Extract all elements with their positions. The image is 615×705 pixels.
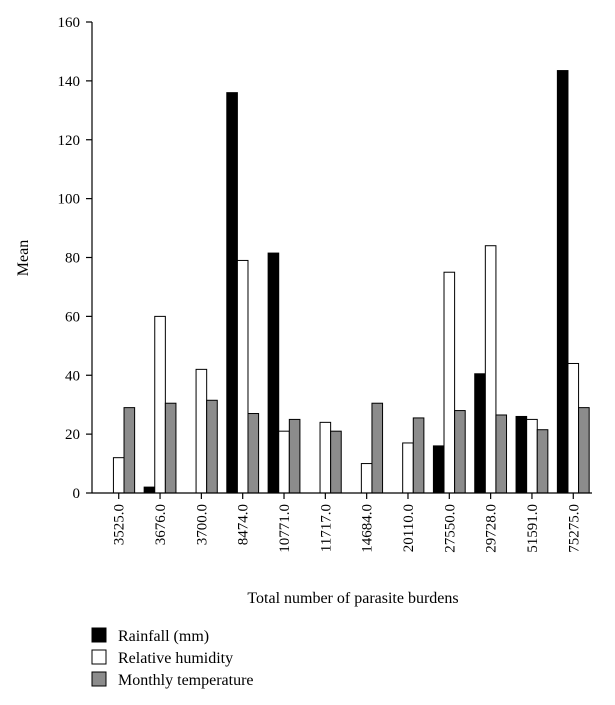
y-tick-label: 100 xyxy=(58,192,81,208)
y-tick-label: 20 xyxy=(65,427,80,443)
y-tick-label: 140 xyxy=(58,74,81,90)
bar xyxy=(360,463,373,494)
bar xyxy=(556,70,569,494)
y-tick-label: 40 xyxy=(65,368,80,384)
legend-swatch xyxy=(91,627,107,643)
bar xyxy=(267,252,280,494)
legend-swatch xyxy=(91,649,107,665)
bar xyxy=(443,271,456,494)
y-tick-label: 120 xyxy=(58,133,81,149)
bar xyxy=(164,402,177,494)
bar xyxy=(236,259,249,494)
y-ticks: 0 20 40 60 80 100 120 140 160 xyxy=(58,15,92,502)
x-tick-label: 3525.0 xyxy=(112,504,128,545)
legend-swatch xyxy=(91,671,107,687)
y-tick-label: 160 xyxy=(58,15,81,31)
bar xyxy=(206,399,218,494)
x-tick-label: 14684.0 xyxy=(360,504,376,553)
x-tick-label: 3676.0 xyxy=(153,504,169,545)
bar xyxy=(319,421,332,494)
bar xyxy=(536,429,549,494)
y-tick-label: 60 xyxy=(65,309,80,325)
bar xyxy=(432,445,445,494)
bar xyxy=(474,373,486,494)
x-ticks: 3525.0 3676.0 3700.0 8474.0 10771.0 11717.0 14… xyxy=(112,493,582,553)
bar xyxy=(226,92,238,494)
bar xyxy=(495,414,508,494)
x-tick-label: 20110.0 xyxy=(401,504,417,552)
bar xyxy=(247,413,260,494)
bar xyxy=(526,418,538,494)
bar xyxy=(112,457,125,494)
bar xyxy=(484,245,497,494)
legend-label: Relative humidity xyxy=(118,650,233,667)
bar xyxy=(123,407,136,494)
y-tick-label: 0 xyxy=(73,486,81,502)
x-tick-label: 75275.0 xyxy=(566,504,582,553)
x-tick-label: 8474.0 xyxy=(236,504,252,545)
y-axis-title: Mean xyxy=(15,240,32,276)
bar xyxy=(402,442,414,494)
x-tick-label: 11717.0 xyxy=(318,504,334,552)
bar xyxy=(195,368,208,494)
bar xyxy=(578,407,590,494)
bar xyxy=(515,415,528,494)
x-tick-label: 27550.0 xyxy=(442,504,458,553)
bar xyxy=(330,430,342,494)
legend-label: Monthly temperature xyxy=(118,672,254,689)
legend: Rainfall (mm) Relative humidity Monthly te… xyxy=(91,627,254,689)
bar xyxy=(567,362,580,494)
bar xyxy=(143,486,156,494)
x-tick-label: 3700.0 xyxy=(194,504,210,545)
bar xyxy=(278,430,290,494)
bar xyxy=(154,315,166,494)
bar xyxy=(288,418,301,494)
x-tick-label: 51591.0 xyxy=(525,504,541,553)
plot-bars xyxy=(112,70,590,494)
y-tick-label: 80 xyxy=(65,251,80,267)
legend-label: Rainfall (mm) xyxy=(118,628,209,645)
bar xyxy=(371,402,384,494)
x-tick-label: 10771.0 xyxy=(277,504,293,553)
bar xyxy=(412,417,425,494)
x-tick-label: 29728.0 xyxy=(484,504,500,553)
x-axis-title: Total number of parasite burdens xyxy=(247,590,458,607)
bar xyxy=(454,410,466,494)
